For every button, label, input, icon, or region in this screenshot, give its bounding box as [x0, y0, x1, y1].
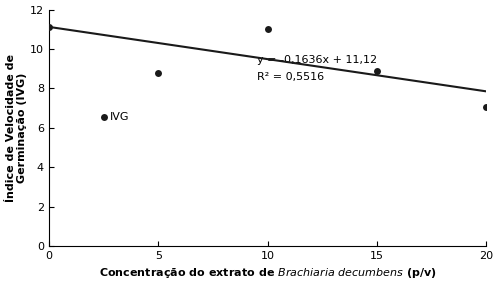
Y-axis label: Índice de Velocidade de
Germinação (IVG): Índice de Velocidade de Germinação (IVG) — [5, 54, 27, 202]
Text: R² = 0,5516: R² = 0,5516 — [256, 72, 324, 82]
Point — [45, 25, 53, 29]
Point — [100, 115, 108, 119]
Text: IVG: IVG — [110, 112, 130, 122]
X-axis label: Concentração do extrato de $\mathit{Brachiaria\ decumbens}$ (p/v): Concentração do extrato de $\mathit{Brac… — [99, 267, 437, 281]
Text: y = -0,1636x + 11,12: y = -0,1636x + 11,12 — [256, 55, 377, 65]
Point — [483, 105, 491, 109]
Point — [154, 70, 162, 75]
Point — [373, 68, 381, 73]
Point — [263, 27, 271, 31]
